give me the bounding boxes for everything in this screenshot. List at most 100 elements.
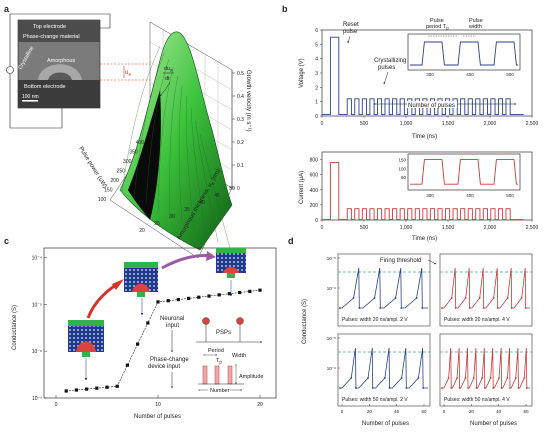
voltage-inset-ticks: 300 400 500: [426, 72, 514, 77]
current-x-tick-label: 500: [360, 225, 369, 231]
d-x-tick-label: 60: [421, 409, 427, 414]
data-point: [207, 294, 211, 298]
trace-point: [339, 387, 341, 389]
neuronal-input-label: Neuronal input: [160, 316, 184, 329]
label-top-electrode: Top electrode: [33, 24, 66, 30]
voltage-y-tick-label: 0: [315, 114, 318, 120]
panel-label-a: a: [4, 4, 10, 14]
trace-point: [441, 387, 443, 389]
trace-point: [467, 387, 469, 389]
pulse-x-tick-label: 0: [55, 402, 58, 408]
voltage-trace: [322, 36, 524, 116]
pulse-width-label: Pulse width: [468, 18, 483, 30]
conductance-y-tick-label: 10⁻⁵: [32, 302, 42, 308]
trace-point: [475, 387, 478, 389]
subplot-3: Pulses: width 50 ns/ampl. 2 V 10⁻⁵ 10⁻⁶ 0 20…: [327, 333, 431, 414]
voltage-x-tick-label: 1,500: [442, 121, 455, 127]
voltage-x-ticks: 0 500 1,000 1,500 2,000 2,500: [321, 116, 538, 127]
current-x-tick-label: 0: [321, 225, 324, 231]
trace-point: [415, 297, 418, 299]
data-point: [197, 295, 201, 299]
data-point: [85, 387, 89, 391]
label-ua: ua: [125, 70, 131, 77]
label-phase-change-material: Phase-change material: [23, 34, 80, 40]
subplot-frame: [439, 253, 533, 327]
z-tick-label: 0.1: [237, 163, 244, 169]
thickness-tick-label: 45: [214, 193, 220, 199]
voltage-y-tick-label: 2: [315, 85, 318, 91]
d-x-tick-label: 40: [496, 409, 502, 414]
number-label: Number: [210, 388, 230, 394]
conductance-curve: [66, 289, 261, 392]
z-tick-label: 0.4: [237, 94, 244, 100]
conductance-y-label: Conductance (S): [12, 305, 18, 350]
voltage-inset-trace: [410, 41, 518, 66]
trace-point: [379, 307, 382, 309]
panel-a: a: [4, 4, 251, 259]
conductance-y-tick-label: 10⁻⁷: [32, 396, 42, 402]
data-point: [248, 289, 252, 293]
device-micrograph-inset: Top electrode Phase-change material Crys…: [18, 19, 101, 109]
trace-point: [358, 307, 361, 309]
scale-bar: [22, 100, 38, 102]
current-inset-ticks: 50 100 150 300 400 500: [398, 158, 514, 198]
subplot-1: Pulses: width 20 ns/ampl. 2 V 10⁻⁵ 10⁻⁶: [327, 253, 431, 327]
period-label: Period: [208, 348, 224, 354]
z-axis-ticks: 0 0.1 0.2 0.3 0.4 0.5: [232, 71, 244, 192]
trace-point: [506, 297, 509, 299]
d-x-tick-label: 0: [443, 409, 446, 414]
voltage-x-tick-label: 2,000: [484, 121, 497, 127]
current-inset-x-tick-label: 400: [466, 193, 474, 198]
d-x-tick-label: 20: [469, 409, 475, 414]
voltage-y-label: Voltage (V): [299, 58, 305, 88]
thickness-ticks: 20 25 30 35 40 45 50: [139, 186, 235, 234]
trace-point: [468, 307, 471, 309]
label-dt: dt: [165, 76, 170, 82]
trace-point: [523, 377, 526, 379]
thickness-tick-label: 40: [199, 200, 205, 206]
current-y-tick-label: 800: [310, 158, 319, 164]
d-y-tick-label: 10⁻⁵: [327, 336, 336, 341]
trace-point: [509, 387, 511, 389]
pulse-power-tick-label: 300: [123, 159, 132, 165]
current-y-tick-label: 400: [310, 188, 319, 194]
pulse-power-tick-label: 250: [117, 169, 126, 175]
trace-point: [405, 387, 408, 389]
pulse-x-label: Number of pulses: [134, 414, 181, 420]
trace-point: [517, 387, 520, 389]
d-y-label: Conductance (S): [302, 299, 308, 344]
conductance-y-ticks: 10⁻⁴ 10⁻⁵ 10⁻⁶ 10⁻⁷: [32, 255, 47, 402]
trace-point: [492, 297, 495, 299]
thickness-tick-label: 30: [169, 214, 175, 220]
data-point: [95, 386, 99, 390]
thickness-tick-label: 50: [229, 186, 235, 192]
d-y-tick-label: 10⁻⁵: [327, 256, 336, 261]
voltage-x-tick-label: 0: [321, 121, 324, 127]
trace-point: [421, 307, 424, 309]
current-x-tick-label: 1,500: [442, 225, 455, 231]
current-x-tick-label: 2,500: [526, 225, 539, 231]
trace-point: [422, 387, 425, 389]
d-y-tick-label: 10⁻⁶: [327, 366, 336, 371]
trace-point: [492, 387, 495, 389]
circuit-wire: [9, 13, 111, 129]
data-point: [64, 389, 68, 393]
pulse-train-diagram: [198, 354, 244, 391]
data-point: [125, 363, 129, 367]
trace-point: [498, 377, 500, 379]
conductance-trace: [340, 267, 428, 309]
trace-point: [454, 307, 457, 309]
subplot-frame: [337, 253, 431, 327]
subplot-frame: [337, 333, 431, 407]
pulse-x-tick-label: 10: [155, 402, 161, 408]
current-inset-x-tick-label: 300: [426, 193, 434, 198]
phase-change-input-label: Phase-change device input: [148, 357, 189, 370]
current-trace: [322, 162, 524, 221]
voltage-inset-frame: [407, 33, 521, 71]
pulse-power-tick-label: 350: [129, 150, 138, 156]
conductance-y-tick-label: 10⁻⁴: [32, 255, 42, 261]
d-x-label-left: Number of pulses: [362, 421, 409, 427]
pulse-period-label: Pulse period Tp: [426, 18, 449, 31]
device-cartoon-3: [216, 248, 246, 278]
